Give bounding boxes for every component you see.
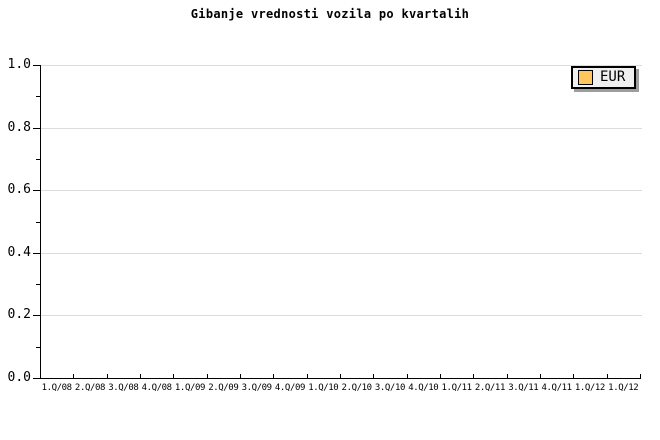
y-axis-tick: [33, 127, 40, 129]
x-axis-tick: [440, 374, 441, 378]
x-axis-label: 1.Q/12: [574, 383, 606, 393]
x-axis-label: 2.Q/09: [208, 383, 239, 393]
x-axis-label: 2.Q/11: [474, 383, 506, 393]
chart-title: Gibanje vrednosti vozila po kvartalih: [190, 7, 470, 21]
x-axis-label: 4.Q/11: [541, 383, 573, 393]
x-axis-label: 1.Q/09: [174, 383, 206, 393]
x-axis-label: 1.Q/08: [41, 383, 73, 393]
x-axis-label: 2.Q/10: [341, 383, 373, 393]
legend-label: EUR: [600, 69, 626, 85]
gridline: [41, 314, 642, 316]
x-axis-tick: [73, 374, 74, 378]
y-axis-label: 0.2: [7, 307, 31, 323]
gridline: [41, 127, 642, 129]
y-axis-tick: [33, 189, 40, 191]
x-axis-label: 3.Q/09: [241, 383, 273, 393]
x-axis-label: 3.Q/10: [374, 383, 406, 393]
x-axis-label: 3.Q/11: [508, 383, 539, 393]
x-axis-tick: [540, 374, 541, 378]
x-axis-tick: [607, 374, 608, 378]
y-axis-minor-tick: [36, 158, 40, 160]
y-axis-label: 1.0: [7, 57, 31, 72]
y-axis-tick: [33, 314, 40, 316]
x-axis-label: 3.Q/08: [108, 383, 139, 393]
y-axis-minor-tick: [36, 221, 40, 223]
y-axis-tick: [33, 252, 40, 254]
x-axis-tick: [473, 374, 474, 378]
x-axis-label: 1.Q/12: [608, 383, 639, 393]
y-axis-label: 0.0: [7, 370, 31, 385]
x-axis-tick: [340, 374, 341, 378]
x-axis-tick: [207, 374, 208, 378]
y-axis-tick: [33, 65, 40, 66]
legend-swatch-eur: [578, 70, 593, 85]
y-axis-tick: [33, 377, 40, 379]
plot-area: [33, 65, 642, 379]
x-axis-label: 2.Q/08: [74, 383, 106, 393]
x-axis-tick: [307, 374, 308, 378]
x-axis-label: 4.Q/08: [141, 383, 173, 393]
x-axis-tick: [373, 374, 374, 378]
x-axis-label: 1.Q/11: [441, 383, 473, 393]
legend: EUR: [571, 66, 637, 89]
x-axis-tick: [273, 374, 274, 378]
y-axis-label: 0.4: [7, 244, 31, 260]
gridline: [41, 65, 642, 66]
x-axis-tick: [240, 374, 241, 378]
gridline: [41, 252, 642, 254]
gridline: [41, 189, 642, 191]
y-axis-label: 0.8: [7, 119, 31, 135]
y-axis-minor-tick: [36, 283, 40, 285]
y-axis-minor-tick: [36, 346, 40, 348]
y-axis-label: 0.6: [7, 182, 31, 198]
x-axis-tick: [107, 374, 108, 378]
x-axis-tick: [640, 374, 641, 378]
x-axis-label: 4.Q/09: [274, 383, 306, 393]
x-axis-tick: [573, 374, 574, 378]
y-axis-minor-tick: [36, 95, 40, 97]
x-axis: 1.Q/08 2.Q/08 3.Q/08 4.Q/08 1.Q/09 2.Q/09 3.Q/…: [40, 383, 640, 394]
x-axis-label: 1.Q/10: [308, 383, 339, 393]
x-axis-tick: [407, 374, 408, 378]
x-axis-tick: [173, 374, 174, 378]
x-axis-tick: [140, 374, 141, 378]
x-axis-tick: [507, 374, 508, 378]
x-axis-label: 4.Q/10: [408, 383, 439, 393]
